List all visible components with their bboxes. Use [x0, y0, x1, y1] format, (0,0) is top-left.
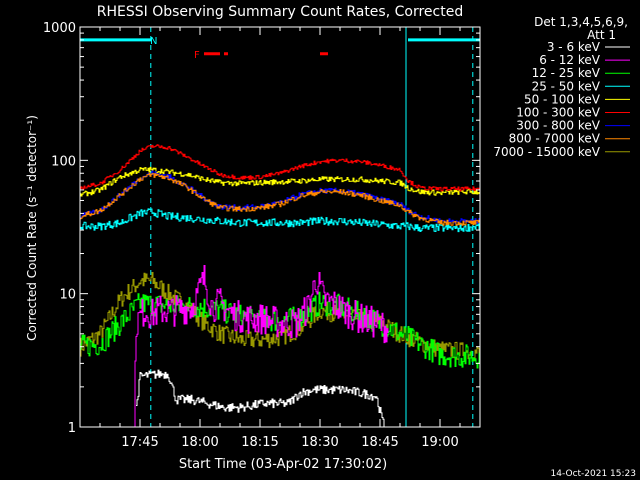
- x-tick-label: 18:00: [181, 435, 218, 450]
- plot-content: NF: [79, 27, 481, 428]
- legend-header-line2: Att 1: [587, 28, 616, 42]
- legend-label: 12 - 25 keV: [532, 66, 601, 80]
- y-axis-label: Corrected Count Rate (s⁻¹ detector⁻¹): [25, 115, 39, 341]
- chart-title: RHESSI Observing Summary Count Rates, Co…: [97, 4, 463, 20]
- x-tick-label: 18:30: [301, 435, 338, 450]
- x-tick-label: 19:00: [421, 435, 458, 450]
- y-tick-label: 100: [51, 154, 76, 169]
- legend-label: 3 - 6 keV: [547, 40, 601, 54]
- series-line: [80, 208, 481, 233]
- legend-label: 800 - 7000 keV: [509, 132, 601, 146]
- y-tick-label: 10: [59, 288, 76, 303]
- legend-header-line1: Det 1,3,4,5,6,9,: [534, 15, 628, 29]
- y-tick-label: 1: [68, 421, 76, 436]
- footer-date: 14-Oct-2021 15:23: [551, 469, 636, 479]
- x-tick-label: 17:45: [121, 435, 158, 450]
- legend-label: 6 - 12 keV: [539, 53, 601, 67]
- series-line: [136, 369, 385, 427]
- axes: 1 10 100 1000 17:45 18:00 18:15 18:30 18:45 19:00: [43, 21, 481, 450]
- flag-label-F: F: [194, 50, 200, 61]
- flag-label-N: N: [150, 36, 157, 47]
- legend-label: 300 - 800 keV: [516, 119, 600, 133]
- x-tick-label: 18:15: [241, 435, 278, 450]
- x-tick-label: 18:45: [361, 435, 398, 450]
- legend-label: 25 - 50 keV: [532, 79, 601, 93]
- series-line: [80, 172, 481, 226]
- series-line: [80, 291, 481, 369]
- series-line: [134, 265, 389, 428]
- x-axis-label: Start Time (03-Apr-02 17:30:02): [179, 457, 387, 472]
- legend-label: 7000 - 15000 keV: [493, 145, 600, 159]
- legend-label: 50 - 100 keV: [524, 92, 601, 106]
- series-line: [80, 166, 481, 197]
- series-line: [80, 144, 481, 192]
- legend-label: 100 - 300 keV: [516, 106, 600, 120]
- y-tick-label: 1000: [43, 21, 76, 36]
